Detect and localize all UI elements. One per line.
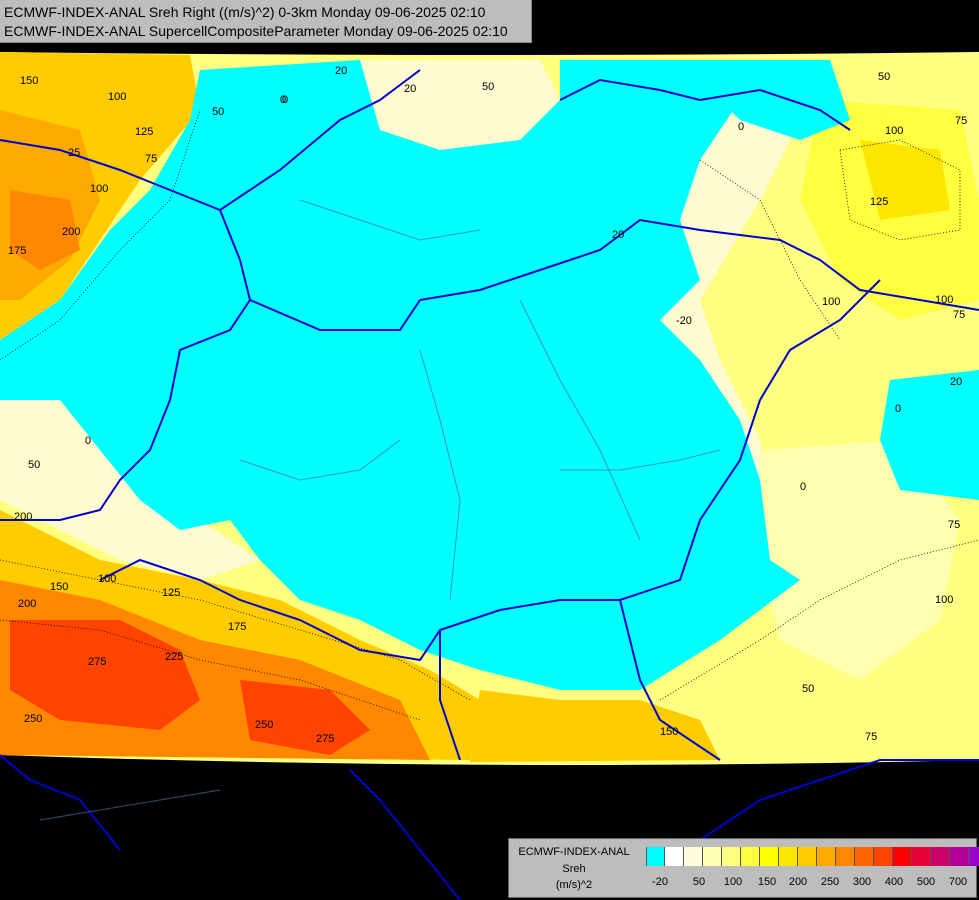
contour-label: 20 <box>404 83 416 95</box>
map-title-box: ECMWF-INDEX-ANAL Sreh Right ((m/s)^2) 0-… <box>0 0 532 43</box>
contour-label: 275 <box>316 733 334 745</box>
cyan-region-north <box>680 60 850 140</box>
country-borders <box>0 69 979 900</box>
yellow-deep-northeast <box>860 140 950 220</box>
contour-lines <box>0 109 979 721</box>
contour-label: 250 <box>255 719 273 731</box>
contour-label: 75 <box>953 309 965 321</box>
legend-swatch <box>760 847 779 866</box>
red-zone-south <box>240 680 370 755</box>
legend-tick: 150 <box>757 876 777 888</box>
pale-zone-southeast <box>760 440 960 680</box>
legend-swatch <box>874 847 893 866</box>
legend-color-scale <box>646 847 979 866</box>
legend-swatch <box>969 847 979 866</box>
color-legend: ECMWF-INDEX-ANAL Sreh (m/s)^2 -20 50 100… <box>508 838 979 898</box>
contour-label: 175 <box>228 621 246 633</box>
contour-label: 200 <box>14 511 32 523</box>
contour-label: 75 <box>145 153 157 165</box>
cyan-region <box>0 60 800 690</box>
legend-tick: 200 <box>788 876 808 888</box>
red-zone-southwest <box>10 620 200 730</box>
contour-label: 125 <box>162 587 180 599</box>
contour-labels: 150 100 125 75 100 200 175 20 50 0 20 50… <box>8 65 967 745</box>
orange-hot-northwest <box>10 190 80 270</box>
contour-label: 175 <box>8 245 26 257</box>
contour-label: 0 <box>738 121 744 133</box>
legend-swatch <box>741 847 760 866</box>
contour-label: 250 <box>24 713 42 725</box>
contour-label: 100 <box>935 594 953 606</box>
pale-zone-north <box>360 60 560 150</box>
legend-swatch <box>779 847 798 866</box>
contour-label: 0 <box>895 403 901 415</box>
legend-swatch <box>684 847 703 866</box>
contour-label: 75 <box>865 731 877 743</box>
contour-label: 75 <box>955 115 967 127</box>
contour-label: 50 <box>802 683 814 695</box>
map-title-line-2: ECMWF-INDEX-ANAL SupercellCompositeParam… <box>4 23 508 39</box>
contour-label: 100 <box>885 125 903 137</box>
contour-label: 125 <box>870 196 888 208</box>
legend-swatch <box>646 847 665 866</box>
contour-label: 0 <box>280 94 286 106</box>
legend-title-unit: (m/s)^2 <box>555 879 593 891</box>
contour-label: 100 <box>108 91 126 103</box>
legend-tick: 300 <box>852 876 872 888</box>
orange-zone-south <box>470 690 720 762</box>
legend-tick: 50 <box>692 876 706 888</box>
cyan-region-east <box>880 370 979 500</box>
legend-swatch <box>893 847 912 866</box>
contour-label: 0 <box>282 94 288 106</box>
legend-swatch <box>836 847 855 866</box>
legend-tick: -20 <box>652 876 668 888</box>
contour-label: 150 <box>660 726 678 738</box>
legend-title-variable: Sreh <box>562 863 586 875</box>
contour-label: 200 <box>62 226 80 238</box>
contour-label: 0 <box>800 481 806 493</box>
legend-swatch <box>817 847 836 866</box>
contour-label: 50 <box>212 106 224 118</box>
contour-label: 20 <box>612 229 624 241</box>
contour-label: 0 <box>85 435 91 447</box>
legend-swatch <box>703 847 722 866</box>
legend-tick: 700 <box>948 876 968 888</box>
contour-label: 100 <box>935 294 953 306</box>
pale-zone-west <box>0 400 260 580</box>
contour-label: 20 <box>950 376 962 388</box>
legend-title-model: ECMWF-INDEX-ANAL <box>518 846 630 858</box>
legend-tick: 500 <box>916 876 936 888</box>
contour-label: 100 <box>98 573 116 585</box>
legend-swatch <box>665 847 684 866</box>
contour-label: 150 <box>50 581 68 593</box>
contour-label: 275 <box>88 656 106 668</box>
legend-tick: 100 <box>723 876 743 888</box>
map-title-line-1: ECMWF-INDEX-ANAL Sreh Right ((m/s)^2) 0-… <box>4 4 486 20</box>
contour-label: 50 <box>878 71 890 83</box>
contour-label: 225 <box>165 651 183 663</box>
legend-swatch <box>912 847 931 866</box>
legend-tick: 400 <box>884 876 904 888</box>
legend-swatch <box>855 847 874 866</box>
contour-label: 25 <box>68 147 80 159</box>
legend-swatch <box>798 847 817 866</box>
contour-label: 20 <box>335 65 347 77</box>
legend-swatch <box>722 847 741 866</box>
legend-tick: 250 <box>820 876 840 888</box>
contour-label: -20 <box>676 315 692 327</box>
contour-label: 50 <box>482 81 494 93</box>
contour-label: 200 <box>18 598 36 610</box>
contour-label: 150 <box>20 75 38 87</box>
contour-label: 125 <box>135 126 153 138</box>
contour-label: 100 <box>90 183 108 195</box>
legend-swatch <box>931 847 950 866</box>
contour-label: 100 <box>822 296 840 308</box>
contour-label: 75 <box>948 519 960 531</box>
legend-swatch <box>950 847 969 866</box>
contour-label: 50 <box>28 459 40 471</box>
